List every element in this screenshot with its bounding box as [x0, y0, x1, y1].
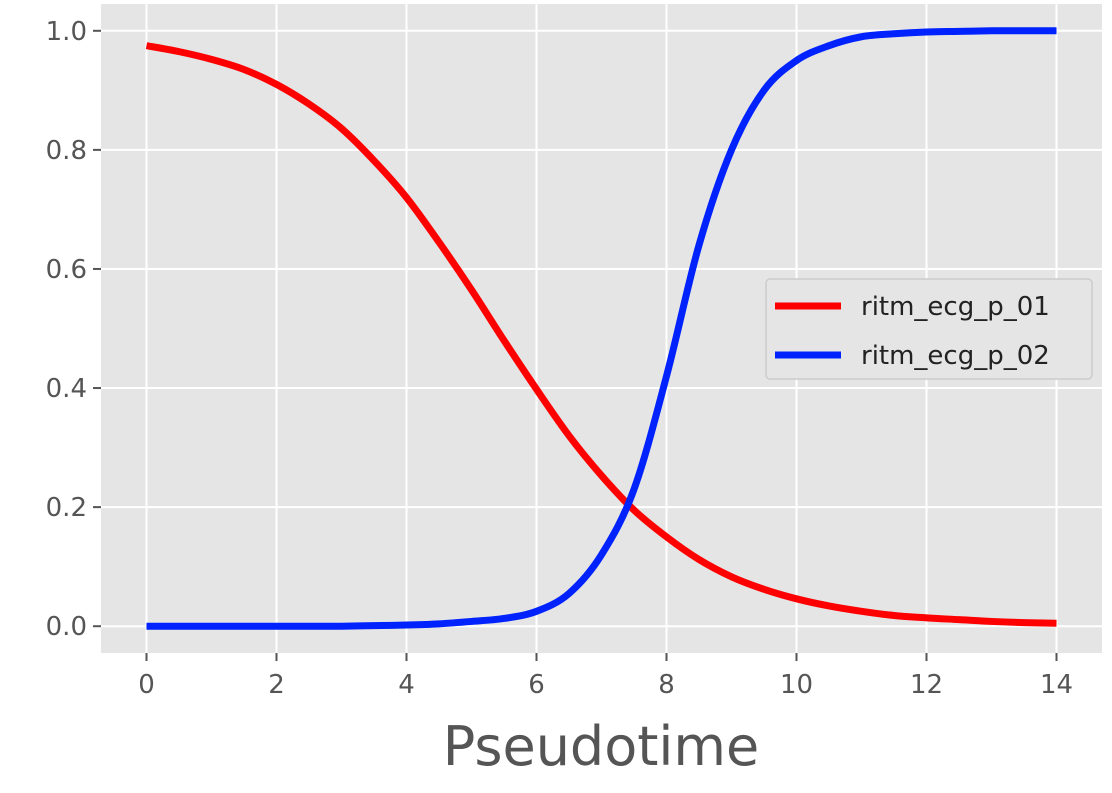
series-line-ritm_ecg_p_01: [145, 42, 1057, 627]
legend: ritm_ecg_p_01 ritm_ecg_p_02: [765, 278, 1093, 380]
legend-label: ritm_ecg_p_01: [861, 292, 1050, 322]
x-axis-title: Pseudotime: [443, 715, 760, 778]
x-tick-label: 4: [398, 670, 415, 700]
x-tick-label: 8: [658, 670, 675, 700]
x-tick-label: 6: [528, 670, 545, 700]
x-tick-label: 10: [780, 670, 813, 700]
x-tick-label: 14: [1040, 670, 1073, 700]
y-tick-label: 1.0: [46, 17, 87, 47]
x-tick-label: 2: [268, 670, 285, 700]
y-tick-label: 0.6: [46, 255, 87, 285]
x-tick-label: 12: [910, 670, 943, 700]
y-tick-label: 0.8: [46, 136, 87, 166]
legend-box: [765, 278, 1093, 380]
axis-ticks: 0 2 4 6 8 10 12 14 0.0 0.2 0.4 0.6 0.8 1.0: [46, 17, 1073, 700]
legend-label: ritm_ecg_p_02: [861, 341, 1050, 371]
y-tick-label: 0.2: [46, 493, 87, 523]
y-tick-label: 0.4: [46, 374, 87, 404]
series-layer: [145, 27, 1057, 630]
y-tick-label: 0.0: [46, 612, 87, 642]
series-line-ritm_ecg_p_02: [146, 27, 1057, 630]
x-tick-label: 0: [138, 670, 155, 700]
